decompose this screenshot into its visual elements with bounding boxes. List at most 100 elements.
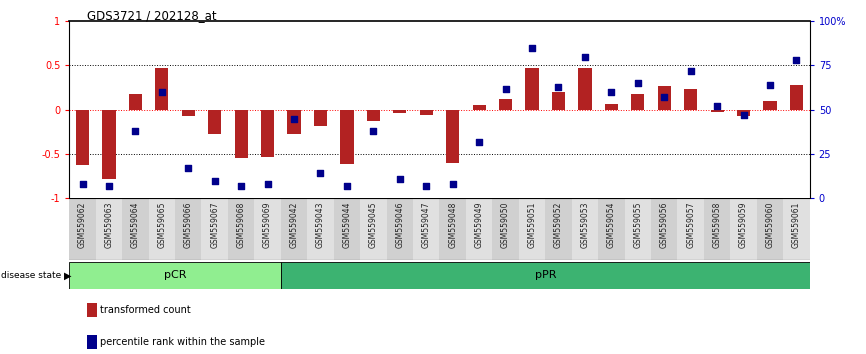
Point xyxy=(446,181,460,187)
Text: GSM559059: GSM559059 xyxy=(739,201,748,248)
Text: ▶: ▶ xyxy=(64,270,72,280)
Point xyxy=(313,171,327,176)
Point xyxy=(366,128,380,134)
Text: GSM559045: GSM559045 xyxy=(369,201,378,248)
Point xyxy=(499,86,513,91)
Text: GSM559051: GSM559051 xyxy=(527,201,537,248)
Bar xyxy=(677,198,704,260)
Point xyxy=(710,103,724,109)
Bar xyxy=(446,110,459,163)
Text: GSM559053: GSM559053 xyxy=(580,201,590,248)
Bar xyxy=(684,89,697,110)
Bar xyxy=(572,198,598,260)
Bar xyxy=(710,110,724,113)
Bar xyxy=(360,198,386,260)
Point xyxy=(288,116,301,121)
Point xyxy=(790,57,804,63)
Point xyxy=(525,45,539,51)
Bar xyxy=(439,198,466,260)
Bar xyxy=(149,198,175,260)
Text: pCR: pCR xyxy=(164,270,186,280)
Bar xyxy=(261,110,275,156)
Bar xyxy=(737,110,750,116)
Bar xyxy=(122,198,149,260)
Bar xyxy=(235,110,248,159)
Bar xyxy=(69,262,281,289)
Text: GSM559066: GSM559066 xyxy=(184,201,193,248)
Text: GSM559049: GSM559049 xyxy=(475,201,483,248)
Bar xyxy=(155,68,169,110)
Text: GSM559052: GSM559052 xyxy=(554,201,563,248)
Point xyxy=(552,84,565,90)
Point xyxy=(340,183,354,189)
Bar xyxy=(367,110,380,121)
Point xyxy=(102,183,116,189)
Text: GSM559057: GSM559057 xyxy=(686,201,695,248)
Text: GSM559062: GSM559062 xyxy=(78,201,87,248)
Bar xyxy=(578,68,591,110)
Point xyxy=(393,176,407,182)
Bar xyxy=(526,68,539,110)
Bar xyxy=(493,198,519,260)
Text: GSM559046: GSM559046 xyxy=(396,201,404,248)
Text: transformed count: transformed count xyxy=(100,305,191,315)
Bar xyxy=(393,110,406,113)
Point xyxy=(763,82,777,88)
Text: GSM559065: GSM559065 xyxy=(158,201,166,248)
Bar xyxy=(790,85,803,110)
Bar xyxy=(704,198,730,260)
Bar xyxy=(76,110,89,165)
Bar xyxy=(624,198,651,260)
Bar xyxy=(288,110,301,134)
Point xyxy=(128,128,142,134)
Bar xyxy=(598,198,624,260)
Bar xyxy=(420,110,433,115)
Bar xyxy=(129,94,142,110)
Bar xyxy=(307,198,333,260)
Text: GSM559050: GSM559050 xyxy=(501,201,510,248)
Text: GSM559047: GSM559047 xyxy=(422,201,430,248)
Point xyxy=(208,178,222,183)
Text: GSM559058: GSM559058 xyxy=(713,201,721,248)
Bar xyxy=(783,198,810,260)
Point xyxy=(578,54,591,59)
Text: GSM559054: GSM559054 xyxy=(607,201,616,248)
Bar xyxy=(340,110,353,164)
Text: disease state: disease state xyxy=(1,271,61,280)
Text: GSM559061: GSM559061 xyxy=(792,201,801,248)
Bar xyxy=(313,110,327,126)
Text: GSM559068: GSM559068 xyxy=(236,201,246,248)
Bar xyxy=(255,198,281,260)
Bar xyxy=(657,86,671,110)
Text: GSM559063: GSM559063 xyxy=(105,201,113,248)
Bar xyxy=(631,94,644,110)
Point xyxy=(419,183,433,189)
Point xyxy=(181,165,195,171)
Bar xyxy=(333,198,360,260)
Bar xyxy=(552,92,565,110)
Bar xyxy=(281,198,307,260)
Point xyxy=(737,112,751,118)
Bar xyxy=(757,198,783,260)
Text: GSM559064: GSM559064 xyxy=(131,201,140,248)
Bar xyxy=(102,110,115,179)
Point xyxy=(631,80,645,86)
Point xyxy=(657,95,671,100)
Bar xyxy=(519,198,546,260)
Text: GSM559060: GSM559060 xyxy=(766,201,774,248)
Text: GSM559048: GSM559048 xyxy=(449,201,457,248)
Point xyxy=(604,89,618,95)
Text: GSM559044: GSM559044 xyxy=(342,201,352,248)
Text: GSM559069: GSM559069 xyxy=(263,201,272,248)
Text: GSM559055: GSM559055 xyxy=(633,201,643,248)
Bar xyxy=(546,198,572,260)
Bar xyxy=(386,198,413,260)
Bar xyxy=(69,198,96,260)
Bar xyxy=(208,110,222,134)
Text: pPR: pPR xyxy=(534,270,556,280)
Bar xyxy=(175,198,202,260)
Point xyxy=(75,181,89,187)
Bar xyxy=(182,110,195,116)
Bar xyxy=(413,198,439,260)
Text: GSM559056: GSM559056 xyxy=(660,201,669,248)
